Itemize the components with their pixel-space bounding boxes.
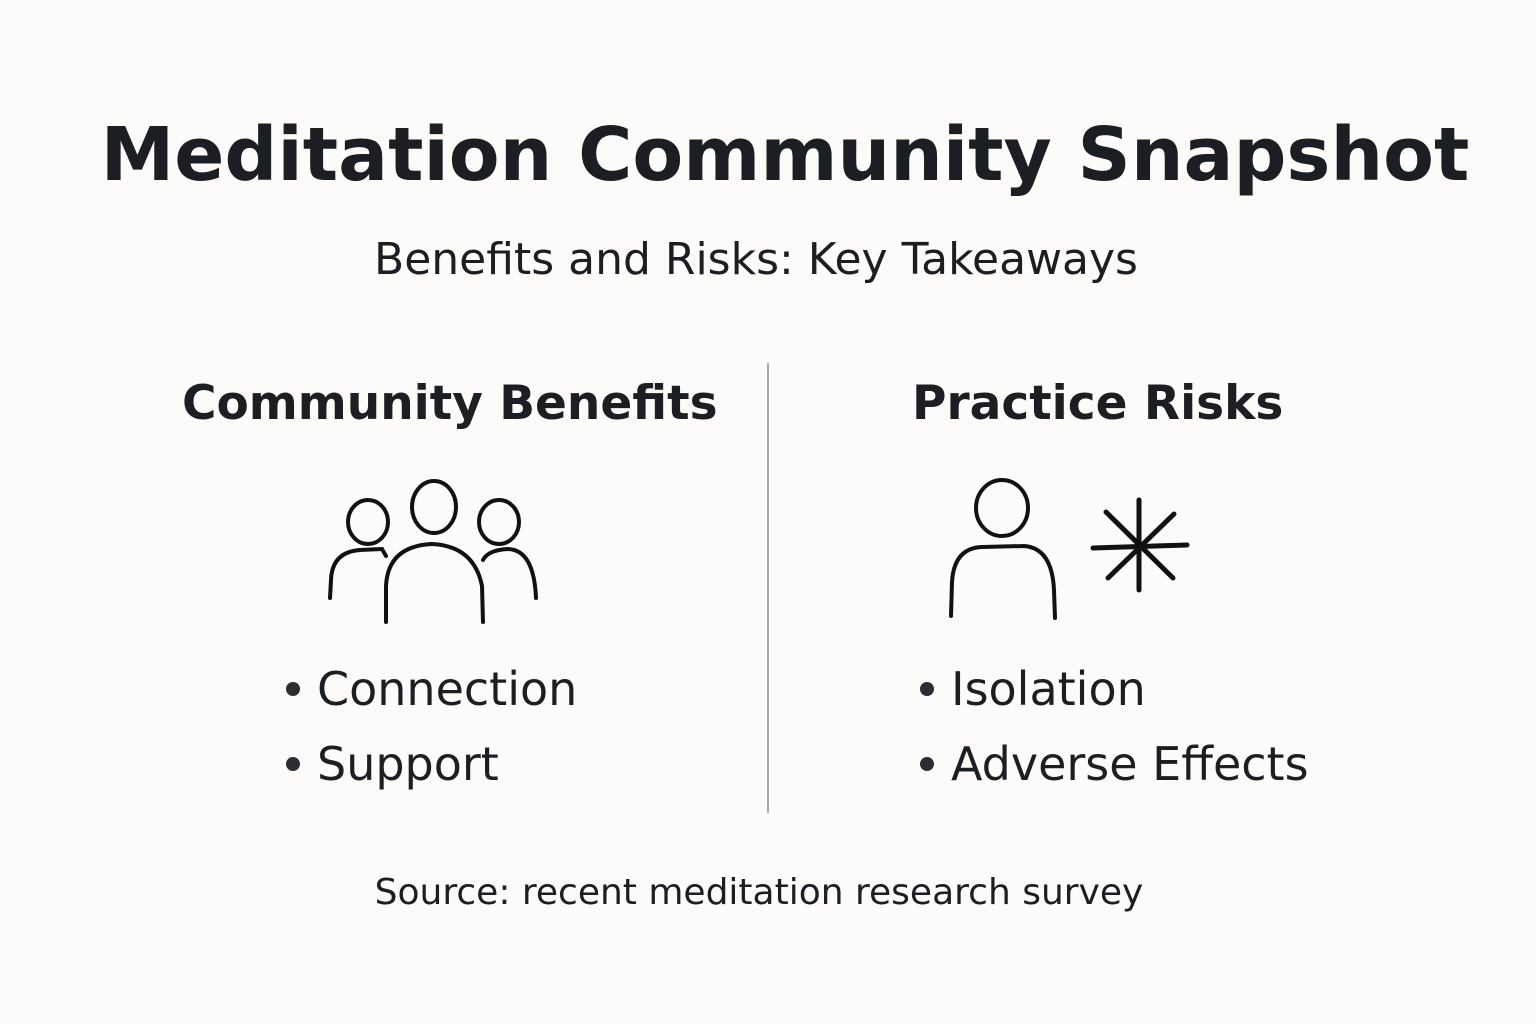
list-item: Support — [286, 737, 499, 791]
burst-icon — [1090, 497, 1190, 593]
bullet-text: Adverse Effects — [951, 737, 1309, 791]
column-divider — [767, 363, 769, 813]
bullet-icon — [920, 682, 934, 696]
list-item: Isolation — [920, 662, 1146, 716]
group-of-people-icon — [328, 479, 538, 624]
page-subtitle: Benefits and Risks: Key Takeaways — [374, 234, 1138, 285]
bullet-icon — [286, 682, 300, 696]
benefits-heading: Community Benefits — [182, 376, 718, 431]
list-item: Adverse Effects — [920, 737, 1309, 791]
source-note: Source: recent meditation research surve… — [374, 872, 1144, 913]
bullet-text: Isolation — [951, 662, 1146, 716]
bullet-text: Support — [317, 737, 499, 791]
bullet-icon — [920, 757, 934, 771]
risks-heading: Practice Risks — [912, 376, 1284, 431]
list-item: Connection — [286, 662, 577, 716]
page-title: Meditation Community Snapshot — [100, 112, 1470, 198]
bullet-icon — [286, 757, 300, 771]
bullet-text: Connection — [317, 662, 578, 716]
person-with-burst-icon — [949, 478, 1190, 620]
